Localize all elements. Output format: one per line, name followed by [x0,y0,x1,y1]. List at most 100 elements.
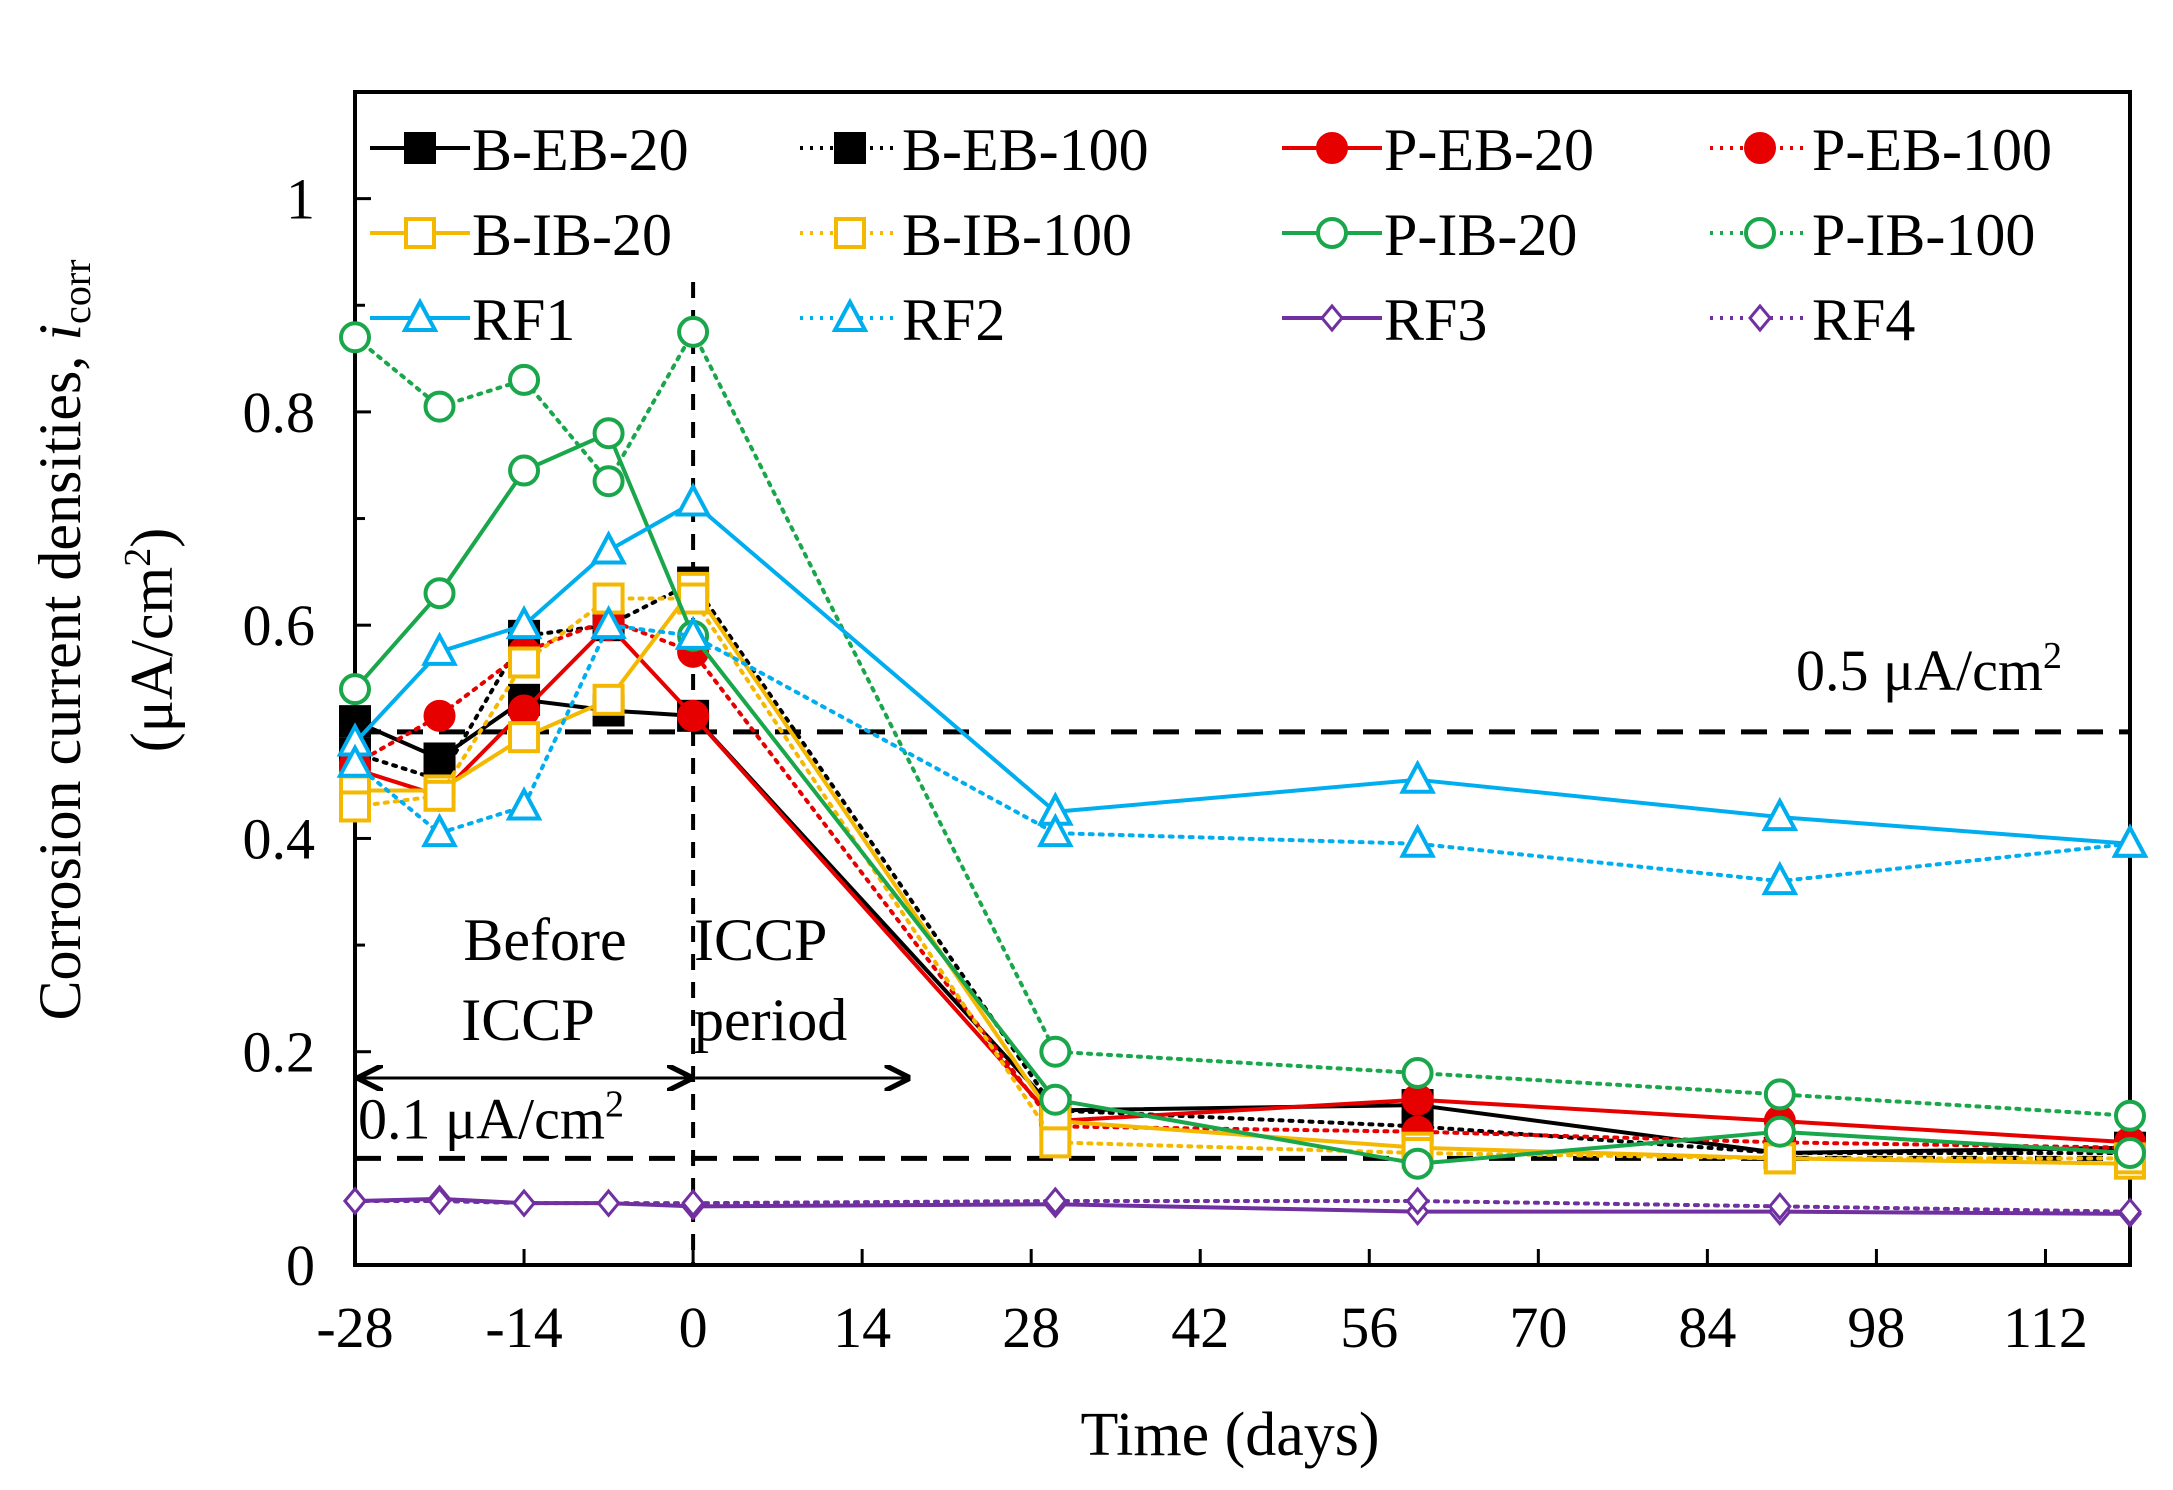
y-axis-label: Corrosion current densities, icorr (μA/c… [27,260,185,1021]
legend-item-b-eb-100: B-EB-100 [800,117,1149,183]
legend-marker [401,297,439,332]
data-point-rf4 [1405,1186,1430,1216]
data-point-p-ib-100 [1763,1078,1796,1111]
legend-label: P-IB-100 [1812,202,2035,268]
legend-label: RF4 [1812,287,1915,353]
legend-marker [1316,217,1348,249]
data-point-p-eb-100 [423,699,456,732]
legend-label: RF2 [902,287,1005,353]
data-point-rf2 [590,604,627,640]
series-rf2 [336,604,2149,896]
data-point-rf1 [1399,759,1436,794]
legend-marker [834,217,866,249]
y-tick-label: 0.2 [243,1020,316,1085]
x-tick-label: 0 [679,1295,708,1360]
data-point-p-ib-100 [1039,1035,1072,1068]
data-point-p-ib-100 [339,321,371,354]
series-p-ib-100 [339,315,2146,1132]
x-tick-label: 84 [1678,1295,1736,1360]
data-point-p-ib-20 [423,577,456,610]
x-tick-label: 28 [1002,1295,1060,1360]
data-point-p-ib-20 [592,417,625,450]
y-axis-unit-prefix: (μA/cm [119,567,185,752]
series-rf4 [343,1186,2142,1227]
legend-marker [404,217,436,249]
data-point-p-ib-20 [508,454,541,487]
legend-item-rf1: RF1 [370,287,575,353]
data-point-p-ib-20 [1763,1115,1796,1148]
legend-marker [831,297,869,332]
data-point-rf1 [590,530,627,565]
data-point-rf1 [505,604,543,640]
reference-label: 0.1 μA/cm2 [358,1083,624,1151]
legend-item-p-ib-100: P-IB-100 [1710,202,2035,268]
svg-text:Corrosion current densities, i: Corrosion current densities, icorr [27,260,99,1021]
data-point-rf4 [2118,1197,2142,1227]
legend-item-rf4: RF4 [1710,287,1915,353]
legend-item-p-eb-100: P-EB-100 [1710,117,2052,183]
data-point-rf2 [505,786,543,821]
legend-item-b-ib-20: B-IB-20 [370,202,672,268]
legend-marker [1320,303,1344,333]
legend-label: B-IB-20 [472,202,672,268]
x-tick-label: -14 [485,1295,562,1360]
data-point-p-ib-20 [2114,1137,2146,1170]
svg-text:(μA/cm2): (μA/cm2) [117,528,185,752]
legend-label: B-EB-100 [902,117,1149,183]
plot-area: 0 0.2 0.4 0.6 0.8 1 -28 -14 0 14 28 42 56 70 84 98 112 0.… [243,90,2149,1360]
data-point-b-ib-100 [1763,1142,1796,1175]
legend-item-rf3: RF3 [1282,287,1487,353]
series-p-ib-20 [339,417,2146,1180]
annotation-before-iccp: ICCP [461,987,594,1053]
y-tick-label: 0.6 [243,593,316,658]
x-tick-label: -28 [316,1295,393,1360]
data-point-p-ib-100 [677,315,710,348]
legend-marker [404,132,436,164]
x-tick-label: 98 [1847,1295,1905,1360]
x-tick-label: 42 [1171,1295,1229,1360]
data-point-rf2 [336,743,374,778]
data-point-p-ib-100 [592,465,625,498]
data-point-p-ib-20 [1401,1147,1434,1180]
data-point-rf1 [1761,796,1799,832]
legend-label: RF1 [472,287,575,353]
legend-item-p-eb-20: P-EB-20 [1282,117,1594,183]
data-point-p-ib-100 [1401,1057,1434,1090]
data-point-p-ib-20 [339,673,371,706]
x-tick-label: 56 [1340,1295,1398,1360]
y-axis-label-variable: i [27,324,93,341]
data-point-rf1 [674,482,712,517]
data-point-b-ib-100 [508,646,541,679]
data-point-p-eb-20 [508,694,541,727]
x-tick-label: 112 [2003,1295,2088,1360]
data-point-rf4 [427,1186,452,1216]
annotation-iccp-period: ICCP [694,907,827,973]
legend-label: P-EB-20 [1384,117,1594,183]
reference-label: 0.5 μA/cm2 [1796,635,2062,703]
data-point-rf4 [512,1188,537,1218]
legend-label: RF3 [1384,287,1487,353]
data-point-rf1 [421,631,458,666]
data-point-rf2 [674,615,712,650]
data-point-rf4 [681,1188,706,1218]
annotation-before-iccp: Before [463,907,626,973]
data-point-p-ib-100 [508,363,541,396]
data-point-rf2 [1761,860,1799,896]
data-point-p-ib-20 [1039,1083,1072,1116]
data-point-b-ib-100 [423,779,456,812]
data-point-b-ib-20 [592,683,625,716]
data-point-p-eb-20 [677,699,710,732]
legend-label: P-EB-100 [1812,117,2052,183]
data-point-p-ib-100 [2114,1099,2146,1132]
data-point-rf4 [596,1188,621,1218]
legend-item-rf2: RF2 [800,287,1005,353]
x-axis-label: Time (days) [1080,1401,1379,1469]
x-tick-label: 14 [833,1295,891,1360]
y-axis-unit-suffix: ) [119,528,185,548]
legend-label: B-EB-20 [472,117,689,183]
legend-item-b-ib-100: B-IB-100 [800,202,1132,268]
y-tick-label: 0 [286,1233,315,1298]
y-tick-label: 1 [286,167,315,232]
data-point-p-eb-20 [1401,1083,1434,1116]
legend-marker [1748,303,1772,333]
